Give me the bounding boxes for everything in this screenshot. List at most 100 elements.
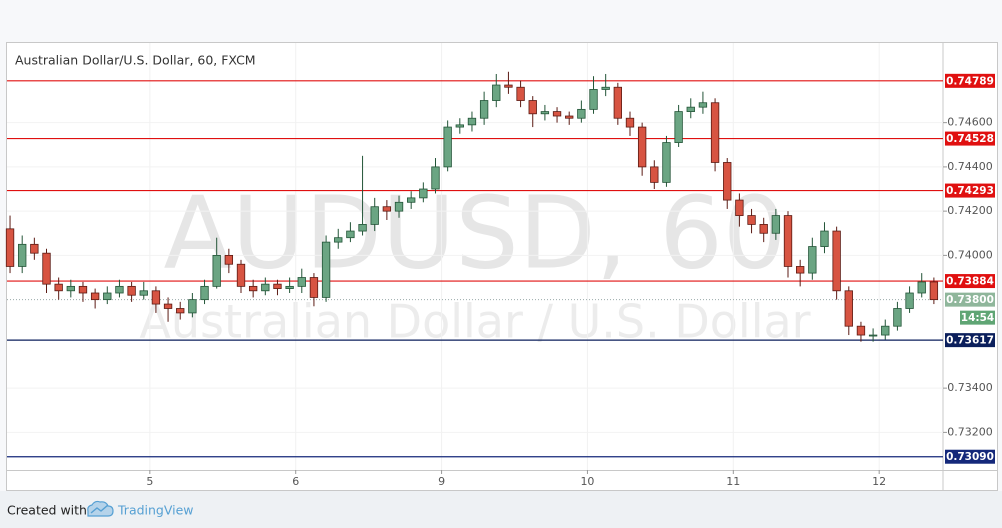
candle-body [394,201,404,212]
level-label: 0.73090 [946,451,994,463]
y-tick-label: 0.74400 [947,160,993,173]
candle-body [577,108,586,119]
candle-body [285,285,294,289]
candle-body [856,325,866,336]
x-tick-label: 11 [726,475,740,488]
candle-body [176,308,185,314]
candle-body [929,281,939,301]
candle-body [868,334,878,337]
candle-body [127,285,136,296]
candle-body [370,206,379,225]
watermark: AUDUSD, 60 [163,174,786,291]
chart-frame [6,42,998,491]
level-box [945,131,995,146]
candle-body [115,285,124,294]
level-box [945,333,995,348]
candle-body [492,84,501,101]
y-tick-label: 0.74600 [947,116,993,129]
candle-body [504,84,513,88]
candle-body [248,285,258,292]
candle-body [893,308,902,327]
footer [0,491,1002,528]
y-tick-label: 0.73400 [947,381,993,394]
candle-body [18,243,27,267]
current-price-box [945,292,995,307]
level-label: 0.73617 [946,335,994,347]
current-price-label: 0.73800 [946,294,994,306]
candle-body [139,290,148,296]
candle-body [747,215,756,225]
candle-body [30,243,39,254]
candle-body [66,285,75,292]
level-box [945,183,995,198]
candle-body [674,111,683,143]
candle-body [467,117,477,126]
candle-body [686,106,695,112]
candle-body [103,292,112,301]
candle-body [796,266,805,274]
candle-body [78,285,88,294]
candle-body [309,277,319,298]
footer-created-with: Created with [7,503,87,518]
candle-body [151,290,161,305]
candle-body [42,252,51,285]
level-label: 0.74528 [946,133,994,145]
candle-body [479,100,489,119]
candle-body [759,224,768,234]
candle-body [917,281,926,294]
level-box [945,449,995,464]
level-label: 0.74293 [946,185,994,197]
candle-body [163,303,173,309]
candle-body [637,126,647,168]
candle-body [698,102,708,108]
candle-body [212,254,221,287]
candle-body [552,111,562,117]
watermark-subtitle: Australian Dollar / U.S. Dollar [139,295,810,349]
candle-body [710,102,720,163]
candle-body [273,283,282,289]
y-tick-label: 0.73200 [947,425,993,438]
candle-body [735,199,744,216]
candle-body [455,124,464,128]
candle-body [881,325,890,336]
candle-body [723,162,732,201]
candle-body [321,241,331,298]
level-box [945,274,995,289]
candle-body [382,206,392,212]
x-tick-label: 10 [580,475,594,488]
candle-body [565,115,574,119]
candle-body [650,166,659,183]
candle-body [443,126,452,168]
candle-body [832,230,841,292]
footer-brand[interactable]: TradingView [117,503,194,518]
candle-body [5,228,15,267]
level-label: 0.74789 [946,75,994,87]
candle-body [589,89,598,110]
candle-body [334,237,343,243]
x-tick-label: 6 [292,475,299,488]
candle-body [820,230,829,247]
candle-body [808,246,817,274]
candle-body [662,142,671,183]
candle-body [625,117,635,128]
y-tick-label: 0.74000 [947,248,993,261]
candle-body [783,215,793,267]
candle-body [236,263,246,287]
candle-body [297,277,306,287]
candle-body [200,285,209,301]
candle-body [54,283,63,292]
x-tick-label: 5 [146,475,153,488]
candle-body [224,254,234,265]
chart-title: Australian Dollar/U.S. Dollar, 60, FXCM [15,53,256,68]
y-tick-label: 0.74200 [947,204,993,217]
candle-body [613,86,622,119]
candle-body [358,224,367,232]
candle-body [407,197,416,203]
candle-body [540,111,550,115]
candle-body [419,188,428,199]
tradingview-logo [87,500,114,517]
x-tick-label: 9 [438,475,445,488]
level-label: 0.73884 [946,276,994,288]
x-tick-label: 12 [872,475,886,488]
